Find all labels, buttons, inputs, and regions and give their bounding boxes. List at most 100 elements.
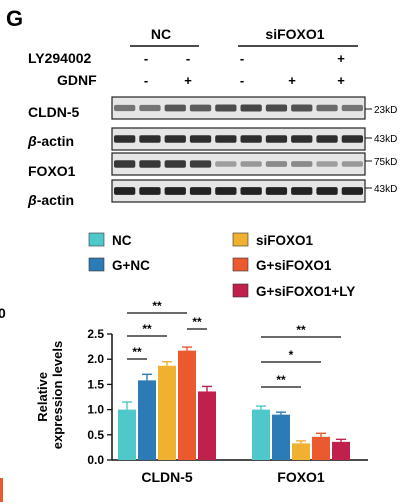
blot-band xyxy=(189,187,212,195)
bar xyxy=(252,409,270,460)
bar xyxy=(292,443,310,460)
legend-swatch-nc xyxy=(88,232,105,247)
blot-band xyxy=(265,161,288,167)
y-tick-label: 2.0 xyxy=(87,352,104,366)
blot-band xyxy=(215,135,237,143)
blot-band xyxy=(341,187,363,195)
blot-band xyxy=(139,160,161,168)
blot-band xyxy=(114,160,136,168)
blot-band xyxy=(240,135,262,143)
blot-band xyxy=(341,161,363,167)
side-panel-label: 0 xyxy=(0,305,6,321)
legend-swatch-g-sifoxo1-ly xyxy=(232,283,249,298)
significance-label: ** xyxy=(276,373,286,387)
blot-strip-frame xyxy=(111,179,366,203)
group-label-sifoxo1: siFOXO1 xyxy=(265,26,324,42)
bar xyxy=(198,391,216,460)
blot-band xyxy=(215,161,237,167)
blot-header: NC siFOXO1 LY294002 - - - + GDNF - + - +… xyxy=(28,26,358,88)
bar xyxy=(332,441,350,460)
treatment-sign: + xyxy=(337,73,345,88)
kda-label: 43kD xyxy=(374,134,397,145)
blot-band xyxy=(164,187,186,195)
significance-label: ** xyxy=(296,323,306,337)
treatment-sign: + xyxy=(337,51,345,66)
blot-band xyxy=(189,160,212,168)
blot-strip-frame xyxy=(111,127,366,151)
blot-band xyxy=(316,104,338,112)
blot-band xyxy=(316,187,338,195)
significance-label: * xyxy=(289,348,294,362)
blot-band xyxy=(139,187,161,195)
blot-band xyxy=(139,104,161,112)
blot-strip-frame xyxy=(111,96,366,120)
y-tick-label: 1.5 xyxy=(87,377,104,391)
blot-row-label: FOXO1 xyxy=(28,163,76,179)
legend-label: G+NC xyxy=(112,258,150,273)
blot-strip xyxy=(111,127,366,151)
blot-band xyxy=(114,104,136,112)
blot-row-labels: CLDN-5 β-actin FOXO1 β-actin xyxy=(27,104,80,208)
legend-label: NC xyxy=(112,233,132,248)
y-tick-label: 0.5 xyxy=(87,428,104,442)
panel-letter: G xyxy=(6,6,23,31)
treatment-label-gdnf: GDNF xyxy=(57,72,97,88)
blot-row-label: β-actin xyxy=(27,133,74,149)
blot-band xyxy=(114,187,136,195)
blot-band xyxy=(114,135,136,143)
blot-band xyxy=(189,104,212,112)
blot-band xyxy=(265,104,288,112)
legend-swatch-g-nc xyxy=(88,257,105,272)
blot-band xyxy=(291,161,313,167)
y-tick-label: 2.5 xyxy=(87,327,104,341)
blot-band xyxy=(164,160,186,168)
blot-band xyxy=(341,104,363,112)
blot-strips xyxy=(111,96,366,203)
blot-band xyxy=(164,135,186,143)
legend-swatch-sifoxo1 xyxy=(232,232,249,247)
bar xyxy=(158,365,176,460)
significance-label: ** xyxy=(152,299,162,313)
treatment-sign: - xyxy=(240,51,244,66)
y-axis-label: Relative expression levels xyxy=(35,341,65,449)
blot-row-label: β-actin xyxy=(27,192,74,208)
blot-row-label: CLDN-5 xyxy=(28,104,80,120)
significance-label: ** xyxy=(132,345,142,359)
legend-label: siFOXO1 xyxy=(256,233,314,248)
treatment-sign: - xyxy=(144,73,148,88)
group-label-nc: NC xyxy=(151,26,171,42)
blot-band xyxy=(240,104,262,112)
treatment-sign: + xyxy=(184,73,192,88)
chart-legend: NC G+NC siFOXO1 G+siFOXO1 G+siFOXO1+LY xyxy=(88,232,355,299)
kda-label: 43kD xyxy=(374,184,397,195)
significance-label: ** xyxy=(192,315,202,329)
blot-band xyxy=(291,135,313,143)
bar xyxy=(138,380,156,460)
bar xyxy=(312,436,330,460)
kda-markers: 23kD 43kD 75kD 43kD xyxy=(365,105,397,195)
blot-band xyxy=(215,187,237,195)
y-tick-label: 1.0 xyxy=(87,403,104,417)
bar xyxy=(272,414,290,460)
blot-band xyxy=(316,135,338,143)
kda-label: 75kD xyxy=(374,157,397,168)
legend-label: G+siFOXO1+LY xyxy=(256,284,355,299)
blot-band xyxy=(316,161,338,167)
treatment-sign: - xyxy=(240,73,244,88)
x-category-label: FOXO1 xyxy=(277,469,325,485)
treatment-sign: - xyxy=(144,51,148,66)
blot-band xyxy=(291,187,313,195)
blot-band xyxy=(265,135,288,143)
x-category-label: CLDN-5 xyxy=(141,469,193,485)
legend-swatch-g-sifoxo1 xyxy=(232,257,249,272)
blot-band xyxy=(341,135,363,143)
blot-band xyxy=(215,104,237,112)
blot-band xyxy=(189,135,212,143)
y-tick-label: 0.0 xyxy=(87,453,104,467)
blot-band xyxy=(240,187,262,195)
treatment-sign: - xyxy=(186,51,190,66)
adjacent-panel-bar xyxy=(0,478,3,502)
blot-strip xyxy=(111,179,366,203)
